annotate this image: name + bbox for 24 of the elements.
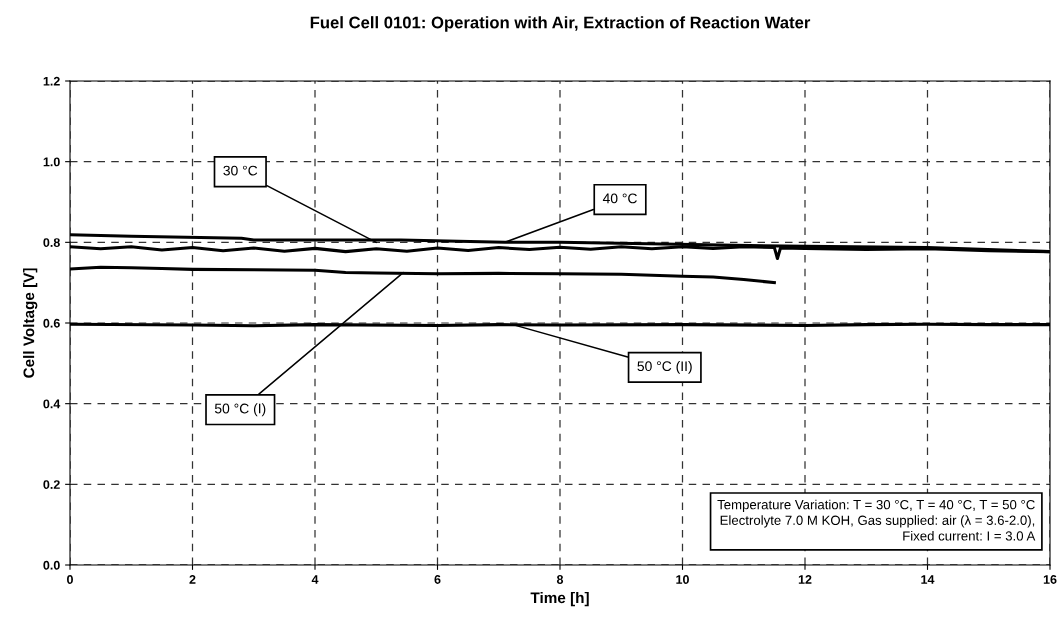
- annotation: 40 °C: [602, 193, 637, 204]
- y-tick-label: 1.0: [43, 157, 60, 167]
- x-tick-label: 8: [556, 575, 564, 584]
- y-tick-label: 0.2: [43, 480, 60, 489]
- x-tick-label: 12: [798, 575, 812, 584]
- annotation: 30 °C: [223, 165, 258, 176]
- x-tick-label: 14: [921, 575, 935, 584]
- y-tick-label: 1.2: [43, 76, 60, 86]
- y-axis-title: Cell Voltage [V]: [23, 268, 38, 378]
- x-tick-label: 6: [434, 575, 441, 584]
- y-tick-label: 0.0: [43, 560, 60, 570]
- annotation: Temperature Variation: T = 30 °C, T = 40 °C, T = 50 °C Electrolyte 7.0 M KOH, Gas supplied: air (λ = 3.6-2.0), Fixed current: I = 3.0 A: [717, 499, 1036, 541]
- x-tick-label: 16: [1043, 575, 1057, 584]
- x-axis-title: Time [h]: [530, 591, 589, 607]
- y-tick-label: 0.6: [43, 318, 60, 328]
- annotation: 50 °C (I): [214, 403, 266, 417]
- x-tick-label: 2: [189, 575, 196, 584]
- x-tick-label: 4: [311, 575, 319, 584]
- y-tick-label: 0.4: [43, 399, 61, 409]
- annotation: 50 °C (II): [637, 360, 692, 374]
- x-tick-label: 0: [67, 575, 73, 584]
- chart-title: Fuel Cell 0101: Operation with Air, Extraction of Reaction Water: [310, 16, 811, 32]
- y-tick-label: 0.8: [43, 238, 60, 247]
- x-tick-label: 10: [676, 575, 689, 584]
